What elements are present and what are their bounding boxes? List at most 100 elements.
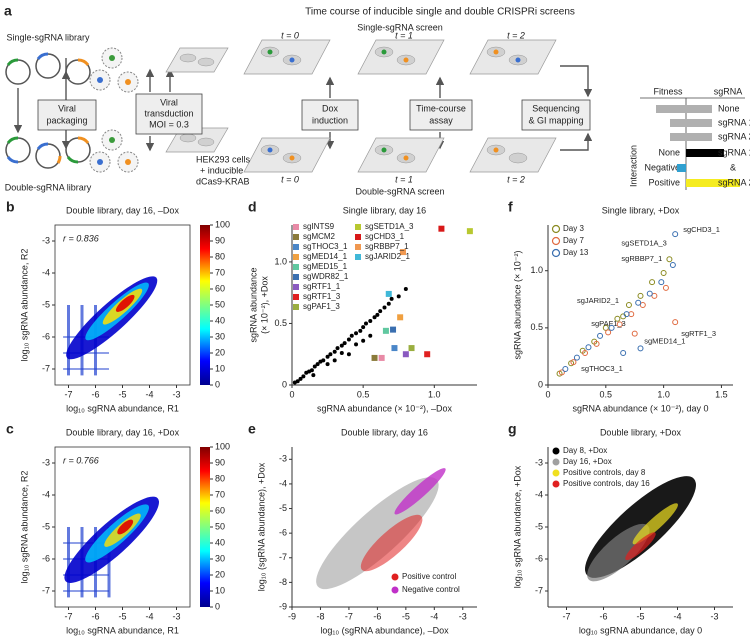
y-axis-label: log₁₀ (sgRNA abundance), +Dox: [256, 462, 266, 591]
point: [311, 373, 316, 378]
time-label: t = 1: [395, 174, 413, 184]
y-tick-label: -6: [535, 553, 543, 563]
legend-label: Positive controls, day 16: [563, 479, 650, 488]
time-label: t = 2: [507, 30, 525, 40]
legend-label: sgINTS9: [303, 222, 335, 231]
x-tick-label: -8: [316, 611, 324, 621]
legend-label: Positive control: [402, 572, 456, 581]
chart: b Double library, day 16, –Dox -7 -6 -5 -4 -3 -…: [6, 199, 230, 414]
point: [608, 324, 615, 331]
legend-swatch: [551, 248, 561, 258]
point: [672, 319, 679, 326]
x-tick-label: 0: [545, 389, 550, 399]
point: [597, 332, 604, 339]
legend-label: sgPAF1_3: [303, 302, 340, 311]
density-cloud: [585, 476, 696, 582]
chart-title: Double library, +Dox: [600, 427, 682, 437]
legend-swatch: [355, 244, 361, 250]
x-tick-label: -3: [459, 611, 467, 621]
y-axis-label: sgRNA abundance: [248, 267, 258, 342]
density-blob: [360, 514, 423, 572]
chart-title: Double library, day 16: [341, 427, 428, 437]
colorbar-tick-label: 40: [215, 537, 225, 547]
y-tick-label: -4: [42, 489, 50, 499]
point: [646, 290, 653, 297]
cell-label: + inducible: [200, 165, 243, 175]
y-tick-label: -5: [535, 521, 543, 531]
step-box: [135, 93, 203, 135]
legend-swatch: [293, 224, 299, 230]
y-tick-label: -3: [535, 457, 543, 467]
legend-label: sgRBBP7_1: [365, 242, 409, 251]
legend-label: sgMED14_1: [303, 252, 348, 261]
point: [325, 362, 330, 367]
point: [315, 362, 320, 367]
legend-label: Day 13: [563, 248, 589, 257]
step-label: MOI = 0.3: [149, 119, 189, 129]
legend-swatch: [293, 304, 299, 310]
y-tick-label: -7: [42, 363, 50, 373]
legend-label: sgJARID2_1: [365, 252, 410, 261]
density-cloud: [63, 496, 160, 598]
x-axis-label: log₁₀ (sgRNA abundance), –Dox: [320, 625, 449, 635]
legend-label: sgSETD1A_3: [365, 222, 414, 231]
y-axis-label: log₁₀ sgRNA abundance, R2: [19, 249, 29, 362]
x-axis-label: log₁₀ sgRNA abundance, R1: [66, 403, 179, 413]
point: [660, 270, 667, 276]
legend-label: sgRNA 2: [718, 177, 750, 187]
legend-header: sgRNA: [714, 86, 743, 96]
x-tick-label: -7: [345, 611, 353, 621]
y-tick-label: 0.5: [530, 322, 543, 332]
point: [396, 294, 401, 299]
point: [298, 376, 303, 381]
point: [371, 354, 378, 361]
point: [332, 349, 337, 354]
legend-swatch: [293, 234, 299, 240]
point: [637, 292, 644, 299]
density-cloud: [316, 468, 446, 590]
legend-label: sgMCM2: [303, 232, 336, 241]
legend-swatch: [391, 586, 399, 594]
point: [375, 312, 380, 317]
chart-title: Double library, day 16, –Dox: [66, 205, 179, 215]
colorbar-tick-label: 20: [215, 569, 225, 579]
step-label: transduction: [144, 108, 193, 118]
point: [637, 345, 644, 352]
legend-swatch: [551, 236, 561, 246]
legend-label: Negative: [644, 162, 680, 172]
legend-swatch: [552, 469, 560, 477]
x-tick-label: -4: [673, 611, 681, 621]
density-blob: [394, 468, 446, 515]
y-tick-label: -5: [42, 299, 50, 309]
y-tick-label: -9: [279, 601, 287, 611]
colorbar-tick-label: 70: [215, 489, 225, 499]
y-tick-label: -3: [42, 235, 50, 245]
legend-label: sgTHOC3_1: [303, 242, 348, 251]
legend-label: Day 3: [563, 224, 584, 233]
legend-label: Positive controls, day 8: [563, 468, 646, 477]
point: [378, 309, 383, 314]
y-tick-label: -6: [279, 528, 287, 538]
annotation: sgTHOC3_1: [581, 364, 623, 373]
legend-swatch: [293, 264, 299, 270]
diagram: a Time course of inducible single and do…: [4, 3, 750, 197]
x-tick-label: -3: [710, 611, 718, 621]
panel-label: a: [4, 3, 12, 19]
x-tick-label: -5: [118, 389, 126, 399]
x-tick-label: 0.5: [357, 389, 370, 399]
step-label: Viral: [58, 103, 76, 113]
panel-label: f: [508, 199, 513, 215]
step-box: [521, 99, 591, 131]
library-label: Double-sgRNA library: [5, 182, 92, 192]
library-label: Single-sgRNA library: [6, 32, 90, 42]
colorbar-tick-label: 80: [215, 251, 225, 261]
point: [562, 366, 569, 372]
x-tick-label: -3: [172, 611, 180, 621]
screen-label: Double-sgRNA screen: [355, 186, 444, 196]
point: [346, 352, 351, 357]
y-axis-label: (× 10⁻²), +Dox: [259, 276, 269, 334]
point: [325, 354, 330, 359]
point: [372, 315, 377, 320]
y-tick-label: -6: [42, 553, 50, 563]
